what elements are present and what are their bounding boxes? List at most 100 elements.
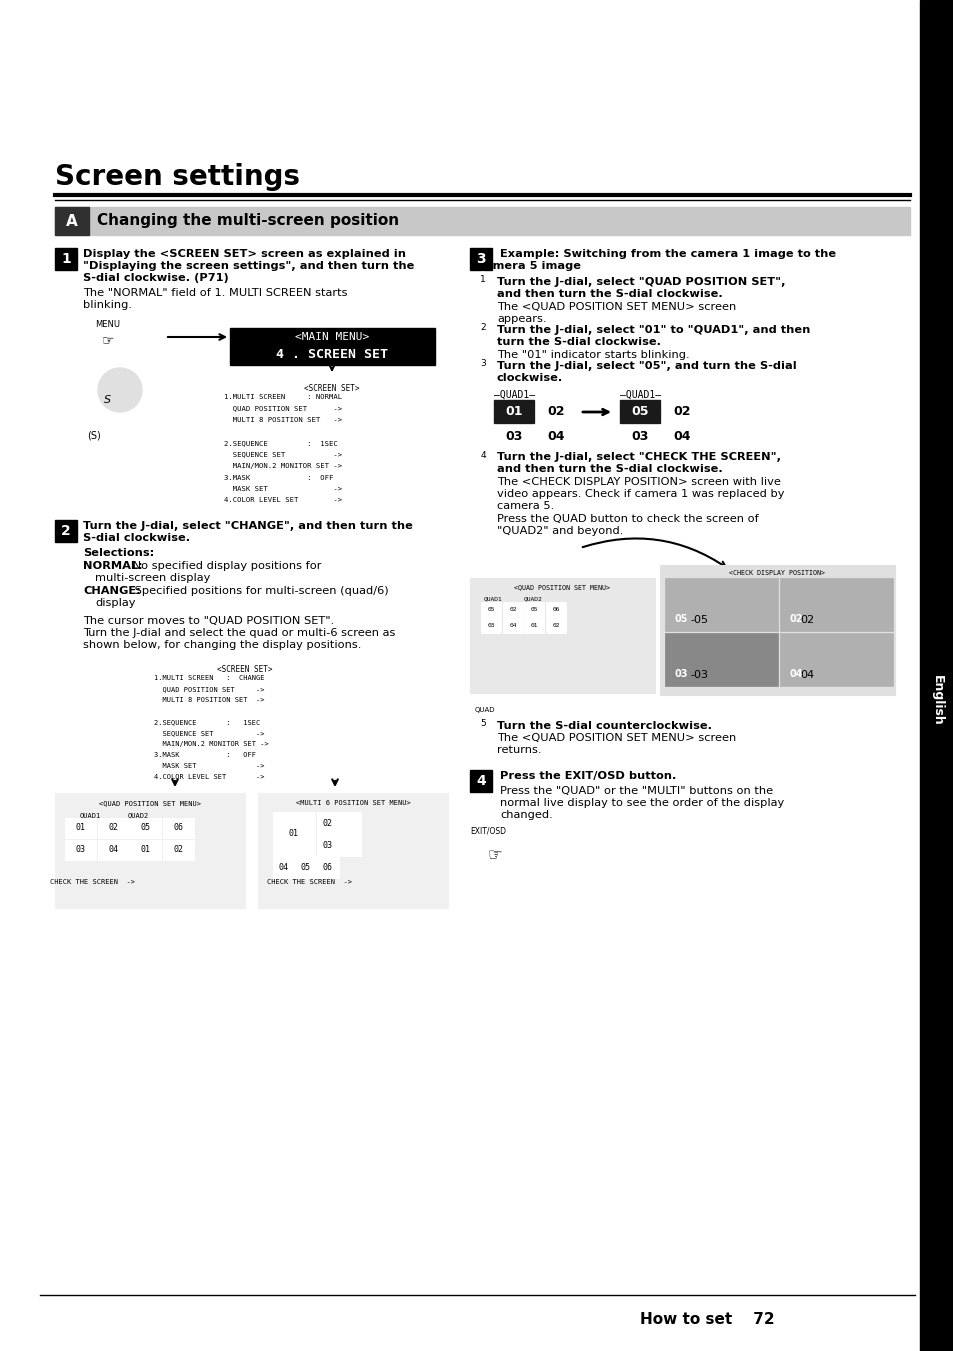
Bar	[502, 603, 522, 617]
Text: MAIN/MON.2 MONITOR SET ->: MAIN/MON.2 MONITOR SET ->	[153, 740, 269, 747]
Text: 02: 02	[547, 405, 564, 417]
Text: QUAD POSITION SET      ->: QUAD POSITION SET ->	[224, 405, 342, 412]
Text: <SCREEN SET>: <SCREEN SET>	[217, 665, 273, 674]
Text: 01: 01	[289, 830, 298, 839]
Text: 01: 01	[505, 405, 522, 417]
Text: 02: 02	[323, 819, 333, 828]
Text: The "NORMAL" field of 1. MULTI SCREEN starts: The "NORMAL" field of 1. MULTI SCREEN st…	[83, 288, 347, 299]
Text: and then turn the S-dial clockwise.: and then turn the S-dial clockwise.	[497, 463, 722, 474]
Text: <MAIN MENU>: <MAIN MENU>	[294, 332, 369, 342]
Text: Turn the J-dial, select "CHANGE", and then turn the: Turn the J-dial, select "CHANGE", and th…	[83, 521, 413, 531]
Text: camera 5 image: camera 5 image	[478, 261, 581, 272]
Text: <QUAD POSITION SET MENU>: <QUAD POSITION SET MENU>	[99, 800, 201, 807]
Circle shape	[475, 320, 491, 336]
Text: and then turn the S-dial clockwise.: and then turn the S-dial clockwise.	[497, 289, 722, 299]
Text: 1: 1	[61, 253, 71, 266]
Text: SEQUENCE SET          ->: SEQUENCE SET ->	[153, 730, 264, 736]
Text: 04: 04	[673, 430, 690, 443]
Text: 02: 02	[800, 615, 813, 626]
Text: changed.: changed.	[499, 811, 552, 820]
Text: Press the EXIT/OSD button.: Press the EXIT/OSD button.	[499, 771, 676, 781]
Bar	[65, 817, 96, 838]
Text: No specified display positions for: No specified display positions for	[129, 561, 321, 571]
Text: 06: 06	[173, 824, 183, 832]
Bar	[230, 346, 435, 365]
Text: display: display	[95, 598, 135, 608]
Circle shape	[475, 357, 491, 372]
Text: turn the S-dial clockwise.: turn the S-dial clockwise.	[497, 336, 660, 347]
Text: 02: 02	[509, 607, 517, 612]
Text: SEQUENCE SET           ->: SEQUENCE SET ->	[224, 451, 342, 458]
Bar	[480, 617, 500, 634]
Bar	[130, 840, 161, 861]
Text: blinking.: blinking.	[83, 300, 132, 309]
Text: Changing the multi-screen position: Changing the multi-screen position	[97, 213, 398, 228]
Bar	[291, 394, 346, 404]
Text: Screen settings: Screen settings	[55, 163, 299, 190]
Text: 4.COLOR LEVEL SET        ->: 4.COLOR LEVEL SET ->	[224, 497, 342, 504]
Text: 03: 03	[487, 623, 495, 628]
Bar	[338, 812, 360, 834]
Text: 3: 3	[479, 359, 485, 369]
Bar	[523, 603, 543, 617]
Text: Press the QUAD button to check the screen of: Press the QUAD button to check the scree…	[497, 513, 758, 524]
Text: shown below, for changing the display positions.: shown below, for changing the display po…	[83, 640, 361, 650]
Bar	[98, 817, 129, 838]
Bar	[273, 857, 294, 878]
Text: appears.: appears.	[497, 313, 546, 324]
Bar	[294, 857, 316, 878]
Text: Press the "QUAD" or the "MULTI" buttons on the: Press the "QUAD" or the "MULTI" buttons …	[499, 786, 772, 796]
Text: 05: 05	[487, 607, 495, 612]
Text: 04: 04	[800, 670, 813, 680]
Text: 02: 02	[673, 405, 690, 417]
Text: 02: 02	[552, 623, 559, 628]
Bar	[780, 578, 892, 631]
Text: 04: 04	[789, 669, 802, 680]
Text: Example: Switching from the camera 1 image to the: Example: Switching from the camera 1 ima…	[499, 249, 835, 259]
Text: 05: 05	[140, 824, 151, 832]
Text: S: S	[104, 394, 112, 405]
Bar	[163, 817, 193, 838]
Text: Turn the J-dial, select "CHECK THE SCREEN",: Turn the J-dial, select "CHECK THE SCREE…	[497, 453, 781, 462]
Bar	[257, 793, 448, 908]
Text: S-dial clockwise. (P71): S-dial clockwise. (P71)	[83, 273, 229, 282]
Bar	[494, 400, 534, 423]
Text: 06: 06	[323, 862, 333, 871]
Text: 2: 2	[61, 524, 71, 538]
Bar	[494, 426, 534, 449]
Text: 2: 2	[479, 323, 485, 332]
Bar	[55, 793, 245, 908]
Text: Turn the J-dial, select "05", and turn the S-dial: Turn the J-dial, select "05", and turn t…	[497, 361, 796, 372]
Bar	[55, 207, 909, 235]
Text: 1: 1	[479, 276, 485, 285]
Text: multi-screen display: multi-screen display	[95, 573, 211, 584]
Text: 1.MULTI SCREEN   :  CHANGE: 1.MULTI SCREEN : CHANGE	[153, 676, 264, 681]
Text: 05: 05	[675, 613, 688, 624]
Circle shape	[475, 447, 491, 463]
Text: 04: 04	[278, 862, 289, 871]
Text: 2.SEQUENCE       :   1SEC: 2.SEQUENCE : 1SEC	[153, 719, 260, 725]
Text: Selections:: Selections:	[83, 549, 154, 558]
Text: MASK SET              ->: MASK SET ->	[153, 763, 264, 769]
Text: video appears. Check if camera 1 was replaced by: video appears. Check if camera 1 was rep…	[497, 489, 783, 499]
Text: —QUAD1—: —QUAD1—	[494, 390, 535, 400]
Bar	[545, 617, 565, 634]
Text: English: English	[929, 674, 943, 725]
Text: 02: 02	[109, 824, 118, 832]
Bar	[619, 400, 659, 423]
Text: camera 5.: camera 5.	[497, 501, 554, 511]
Text: ☞: ☞	[102, 332, 114, 347]
Text: QUAD2: QUAD2	[128, 812, 149, 817]
Bar	[55, 520, 77, 542]
Text: 04: 04	[109, 846, 118, 854]
Text: CHECK THE SCREEN  ->: CHECK THE SCREEN ->	[50, 880, 134, 885]
Text: MAIN/MON.2 MONITOR SET ->: MAIN/MON.2 MONITOR SET ->	[224, 463, 342, 469]
Text: -03: -03	[689, 670, 707, 680]
Text: The <CHECK DISPLAY POSITION> screen with live: The <CHECK DISPLAY POSITION> screen with…	[497, 477, 781, 486]
Bar	[536, 400, 576, 423]
Text: The "01" indicator starts blinking.: The "01" indicator starts blinking.	[497, 350, 689, 359]
Bar	[150, 661, 339, 775]
Text: MULTI 8 POSITION SET  ->: MULTI 8 POSITION SET ->	[153, 697, 264, 703]
Bar	[664, 578, 778, 631]
Text: 2.SEQUENCE         :  1SEC: 2.SEQUENCE : 1SEC	[224, 440, 337, 446]
